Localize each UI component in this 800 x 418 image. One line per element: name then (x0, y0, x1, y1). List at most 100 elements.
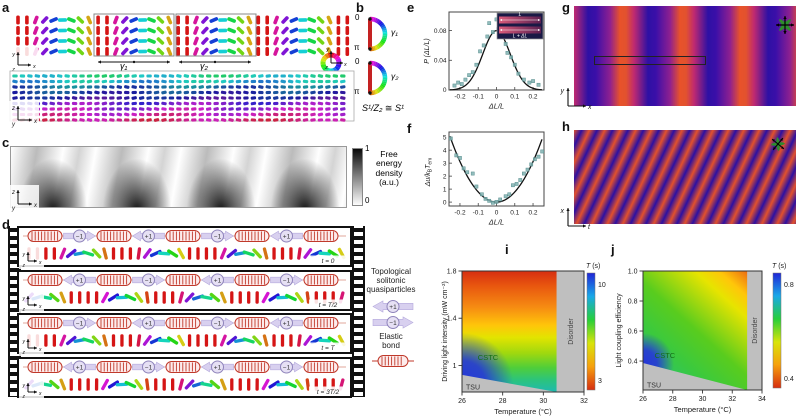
svg-text:z: z (11, 106, 15, 112)
svg-text:1: 1 (443, 186, 447, 193)
svg-text:x: x (38, 391, 42, 397)
svg-text:CSTC: CSTC (478, 353, 499, 362)
svg-text:2: 2 (443, 173, 447, 180)
panel-label-h: h (562, 119, 570, 134)
svg-text:Driving light intensity (mW cm: Driving light intensity (mW cm⁻²) (442, 281, 449, 382)
svg-text:y: y (11, 206, 16, 212)
b-gamma2: γ₂ (391, 71, 399, 81)
svg-text:x: x (38, 260, 42, 266)
svg-text:Disorder: Disorder (568, 318, 575, 345)
b-caption: S¹/Z₂ ≅ S¹ (362, 103, 404, 113)
svg-text:L + ΔL: L + ΔL (513, 34, 528, 40)
b-zero-1: 0 (355, 13, 360, 22)
b-zero-2: 0 (355, 57, 360, 66)
svg-text:t: t (588, 224, 591, 231)
soliton-frame-t-half: +1 −1 +1 −1 y x z t = T/2 (17, 269, 352, 313)
svg-text:+1: +1 (145, 320, 153, 327)
svg-text:−1: −1 (283, 277, 291, 284)
svg-text:0.1: 0.1 (510, 94, 519, 101)
svg-text:10: 10 (598, 282, 606, 289)
gamma2-label: γ₂ (200, 61, 208, 71)
svg-text:-0.1: -0.1 (473, 94, 485, 101)
svg-text:Temperature (°C): Temperature (°C) (494, 407, 552, 416)
svg-text:0.4: 0.4 (784, 376, 794, 383)
svg-text:-0.2: -0.2 (454, 94, 466, 101)
svg-text:0: 0 (443, 87, 447, 94)
svg-text:z: z (22, 263, 26, 269)
svg-text:x: x (587, 104, 592, 111)
director-field-top: y x z (9, 13, 350, 73)
svg-text:28: 28 (499, 398, 507, 405)
axes-h: xt (560, 208, 591, 231)
svg-text:z: z (22, 307, 26, 313)
svg-text:0.08: 0.08 (434, 28, 447, 35)
plus-one-quasiparticle-icon: +1 (372, 300, 414, 313)
b-gamma1: γ₁ (391, 27, 398, 37)
analysis-region-outline (594, 56, 706, 65)
svg-text:-0.1: -0.1 (473, 210, 485, 217)
d-legend-elastic: Elastic bond (379, 332, 403, 350)
svg-text:L: L (519, 12, 522, 18)
film-strip-right (352, 226, 365, 397)
svg-text:Temperature (°C): Temperature (°C) (674, 405, 732, 414)
svg-text:y: y (325, 47, 330, 53)
svg-text:0.8: 0.8 (628, 299, 638, 306)
svg-text:Disorder: Disorder (752, 317, 759, 344)
phase-diagram-intensity: CSTC TSU Disorder 26 28 30 32 Temperature (°C) 1… (442, 263, 606, 416)
svg-text:y: y (11, 122, 16, 128)
svg-text:1.0: 1.0 (628, 269, 638, 276)
svg-text:y: y (22, 252, 26, 258)
svg-text:z: z (11, 67, 15, 73)
svg-text:t = 3T/2: t = 3T/2 (317, 388, 340, 395)
svg-text:t = 0: t = 0 (322, 258, 335, 265)
svg-text:x: x (33, 203, 38, 209)
panel-label-a: a (2, 0, 10, 15)
soliton-frame-t1: −1 +1 −1 +1 y x z t = T (17, 313, 352, 356)
svg-text:−1: −1 (283, 364, 291, 371)
svg-text:x: x (33, 119, 38, 125)
svg-text:ΔL/L: ΔL/L (488, 102, 504, 111)
gamma1-label: γ₁ (120, 61, 128, 71)
svg-text:32: 32 (728, 396, 736, 403)
svg-text:0.6: 0.6 (628, 329, 638, 336)
c-cbar-min: 0 (365, 196, 370, 205)
svg-text:CSTC: CSTC (655, 351, 676, 360)
svg-text:−1: −1 (76, 233, 84, 240)
svg-text:32: 32 (580, 398, 588, 405)
phase-diagram-coupling: CSTC TSU Disorder 26 28 30 32 34 Temperature (°C… (616, 263, 794, 414)
d-legend-title: Topological solitonic quasiparticles (366, 267, 416, 294)
panel-label-f: f (407, 121, 412, 136)
panel-label-i: i (505, 242, 509, 257)
panel-label-e: e (407, 0, 415, 15)
crossed-polarizers-icon-rotated (771, 137, 785, 151)
svg-text:30: 30 (699, 396, 707, 403)
elastic-bond-icon (372, 355, 414, 367)
b-pi-1: π (354, 43, 360, 52)
svg-text:1.4: 1.4 (447, 316, 457, 323)
svg-text:5: 5 (443, 134, 447, 141)
svg-text:3: 3 (443, 160, 447, 167)
svg-text:y: y (22, 383, 26, 389)
svg-text:T (s): T (s) (586, 263, 600, 270)
svg-text:30: 30 (539, 398, 547, 405)
svg-text:t = T/2: t = T/2 (319, 301, 338, 308)
soliton-frame-t0: −1 +1 −1 +1 y x z t = 0 (17, 226, 352, 269)
minus-one-quasiparticle-icon: −1 (372, 316, 414, 329)
svg-text:1: 1 (453, 363, 457, 370)
svg-text:z: z (11, 190, 15, 196)
svg-text:28: 28 (669, 396, 677, 403)
panel-label-c: c (2, 135, 10, 150)
pom-stripes-spacetime (574, 130, 796, 224)
c-cbar-label: Free energy density (a.u.) (375, 149, 403, 188)
soliton-frame-t-3half: +1 −1 +1 −1 y x z t = 3T/2 (17, 356, 352, 400)
svg-text:TSU: TSU (466, 385, 480, 392)
svg-text:y: y (11, 52, 16, 58)
svg-text:TSU: TSU (647, 383, 661, 390)
panel-label-j: j (611, 242, 615, 257)
svg-text:-0.2: -0.2 (454, 210, 466, 217)
crossed-polarizers-icon (776, 16, 794, 34)
b-pi-2: π (354, 87, 360, 96)
svg-text:−1: −1 (389, 320, 397, 327)
order-parameter-wheels (368, 16, 388, 96)
